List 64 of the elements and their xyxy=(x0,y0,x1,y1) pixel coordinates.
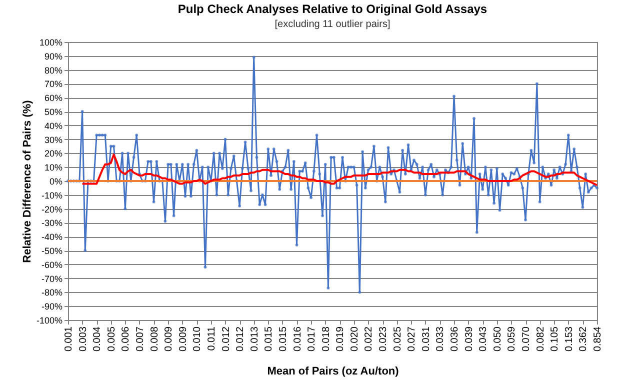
x-tick-label: 0.003 xyxy=(78,326,89,352)
y-tick-label: -40% xyxy=(41,232,62,242)
x-tick-label: 0.015 xyxy=(278,326,289,352)
x-tick-label: 0.017 xyxy=(306,326,318,352)
x-tick-label: 0.043 xyxy=(478,326,490,352)
x-tick-label: 0.022 xyxy=(364,326,375,352)
x-axis-title: Mean of Pairs (oz Au/ton) xyxy=(267,366,400,378)
y-tick-label: 30% xyxy=(44,134,62,145)
x-tick-label: 0.854 xyxy=(592,326,604,352)
y-tick-label: -90% xyxy=(41,302,62,312)
x-tick-label: 0.018 xyxy=(320,326,332,352)
y-tick-label: -10% xyxy=(41,190,62,200)
y-tick-label: 20% xyxy=(44,148,62,159)
x-tick-label: 0.015 xyxy=(264,326,275,352)
x-tick-label: 0.006 xyxy=(120,326,132,352)
x-tick-label: 0.012 xyxy=(235,326,246,352)
y-tick-label: -20% xyxy=(41,204,62,214)
x-tick-label: 0.033 xyxy=(435,326,446,352)
y-axis-title: Relative Difference of Pairs (%) xyxy=(21,100,34,263)
x-tick-label: 0.036 xyxy=(450,326,461,352)
y-tick-label: -50% xyxy=(41,246,62,256)
y-tick-label: 60% xyxy=(44,93,62,104)
x-tick-label: 0.025 xyxy=(392,326,404,352)
y-tick-label: 90% xyxy=(44,51,62,62)
x-tick-label: 0.019 xyxy=(335,326,346,352)
y-tick-label: -80% xyxy=(41,288,62,298)
x-tick-label: 0.004 xyxy=(92,326,104,352)
y-tick-label: 100% xyxy=(39,38,62,48)
y-tick-label: 0% xyxy=(49,176,62,186)
x-tick-label: 0.001 xyxy=(64,326,74,352)
x-tick-label: 0.013 xyxy=(249,326,260,352)
y-tick-label: 10% xyxy=(44,162,62,173)
x-tick-label: 0.031 xyxy=(420,326,432,352)
x-tick-label: 0.050 xyxy=(492,326,504,352)
x-tick-label: 0.039 xyxy=(464,326,475,352)
x-tick-label: 0.362 xyxy=(578,326,590,352)
y-tick-label: 70% xyxy=(44,79,62,90)
x-tick-label: 0.009 xyxy=(164,326,175,352)
x-tick-label: 0.020 xyxy=(349,326,360,352)
y-tick-label: -30% xyxy=(41,218,62,228)
chart-subtitle: [excluding 11 outlier pairs] xyxy=(274,19,390,30)
x-tick-label: 0.027 xyxy=(406,326,418,352)
x-tick-label: 0.011 xyxy=(206,326,218,351)
y-tick-label: -60% xyxy=(41,260,62,270)
y-tick-label: -100% xyxy=(36,316,62,326)
x-tick-label: 0.016 xyxy=(292,326,304,352)
chart-title: Pulp Check Analyses Relative to Original Gold Assays xyxy=(178,2,488,16)
x-tick-label: 0.082 xyxy=(535,326,546,352)
line-series xyxy=(81,154,598,186)
x-tick-label: 0.070 xyxy=(521,326,532,352)
y-tick-label: 40% xyxy=(44,120,62,131)
x-tick-label: 0.009 xyxy=(178,326,189,352)
x-tick-label: 0.005 xyxy=(106,326,118,352)
y-tick-label: -70% xyxy=(41,274,62,284)
y-tick-label: 50% xyxy=(44,107,62,117)
x-tick-label: 0.010 xyxy=(192,326,204,352)
x-tick-label: 0.059 xyxy=(506,326,518,352)
x-tick-label: 0.105 xyxy=(550,326,561,352)
x-tick-label: 0.023 xyxy=(378,326,390,352)
x-tick-label: 0.007 xyxy=(134,326,146,352)
x-tick-label: 0.012 xyxy=(220,326,232,352)
x-tick-label: 0.008 xyxy=(149,326,160,352)
x-tick-label: 0.153 xyxy=(564,326,575,352)
y-tick-label: 80% xyxy=(44,65,62,76)
